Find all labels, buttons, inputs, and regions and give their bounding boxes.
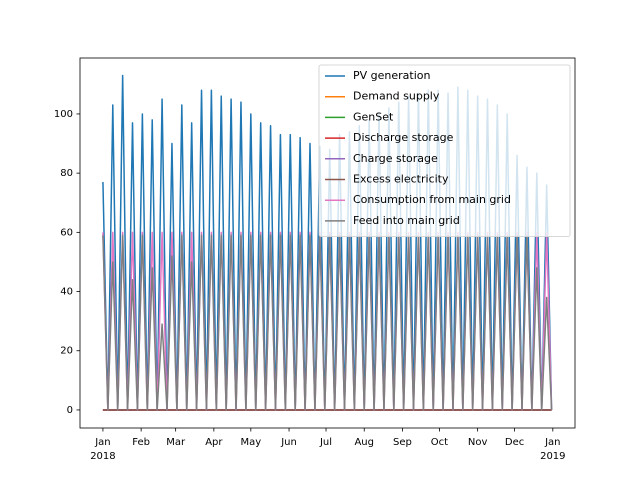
legend-label: Demand supply <box>353 90 440 103</box>
axes-frame <box>79 57 576 429</box>
x-tick-label: Jan 2018 <box>90 437 115 462</box>
legend-label: PV generation <box>353 69 431 82</box>
legend-label: Excess electricity <box>353 173 449 186</box>
x-tick-label: Jul <box>319 437 332 448</box>
y-tick-label: 80 <box>60 168 73 179</box>
x-tick-label: Aug <box>354 437 374 448</box>
legend-label: Consumption from main grid <box>353 193 511 206</box>
y-tick-label: 0 <box>67 405 73 416</box>
legend: PV generation Demand supply GenSet Discharg… <box>318 64 571 238</box>
x-tick-label: Oct <box>431 437 448 448</box>
legend-label: Discharge storage <box>353 131 454 144</box>
x-tick-label: May <box>240 437 261 448</box>
x-tick-label: Feb <box>132 437 150 448</box>
y-tick-label: 60 <box>60 227 73 238</box>
x-tick-label: Jan 2019 <box>540 437 565 462</box>
y-tick-label: 100 <box>54 109 73 120</box>
legend-box <box>318 64 571 238</box>
series-line <box>102 234 553 411</box>
y-tick-label: 20 <box>60 346 73 357</box>
legend-label: Charge storage <box>353 152 438 165</box>
x-tick-label: Nov <box>468 437 488 448</box>
legend-label: Feed into main grid <box>353 214 460 227</box>
x-tick-label: Dec <box>505 437 524 448</box>
x-tick-label: Jun <box>280 437 297 448</box>
x-tick-label: Mar <box>166 437 186 448</box>
x-tick-label: Apr <box>205 437 223 448</box>
legend-label: GenSet <box>353 110 394 123</box>
x-tick-label: Sep <box>393 437 412 448</box>
y-tick-label: 40 <box>60 287 73 298</box>
